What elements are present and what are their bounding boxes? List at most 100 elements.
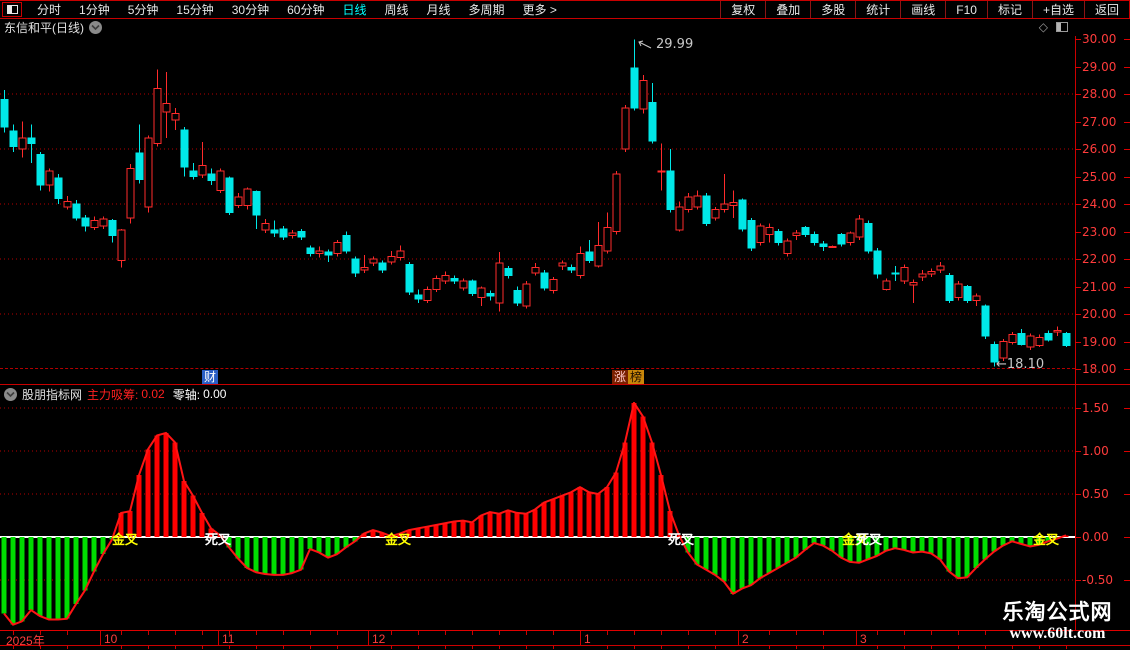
watermark-site-name: 乐淘公式网 (1002, 600, 1113, 624)
toolbar-menu-item[interactable]: +自选 (1031, 1, 1084, 18)
candlestick (468, 279, 477, 297)
toolbar-menu-item[interactable]: 标记 (986, 1, 1032, 18)
price-axis-label: 28.00 (1082, 87, 1117, 101)
histogram-bar (424, 526, 430, 537)
histogram-bar (820, 537, 826, 546)
price-axis-label: 30.00 (1082, 32, 1117, 46)
candlestick (504, 265, 513, 279)
indicator-source[interactable]: 股朋指标网 (22, 387, 83, 402)
candlestick (180, 127, 189, 177)
axis-tick (1075, 121, 1081, 123)
period-menu-item[interactable]: 30分钟 (231, 3, 270, 17)
week-subtick (688, 646, 689, 649)
histogram-bar (352, 537, 358, 542)
indicator-histogram-chart[interactable] (0, 402, 1075, 630)
period-menu-item[interactable]: 1分钟 (79, 3, 110, 17)
candlestick (900, 264, 909, 284)
layout-toggle-button[interactable] (2, 2, 22, 17)
candlestick (1044, 330, 1053, 342)
week-tick (634, 631, 635, 635)
indicator-collapse-button[interactable] (4, 387, 17, 401)
period-menu-item[interactable]: 15分钟 (176, 3, 214, 17)
indicator-header: 股朋指标网 主力吸筹: 0.02 零轴: 0.00 (0, 386, 1130, 402)
week-tick (175, 631, 176, 635)
week-subtick (472, 646, 473, 649)
split-pane-icon[interactable] (1056, 22, 1068, 32)
histogram-bar (964, 537, 970, 578)
candlestick (27, 124, 36, 163)
period-menu-item[interactable]: 分时 (37, 3, 62, 17)
histogram-bar (379, 532, 385, 537)
toolbar-menu-item[interactable]: 叠加 (765, 1, 810, 18)
histogram-bar (865, 537, 871, 560)
week-tick (391, 631, 392, 635)
candlestick (756, 223, 765, 246)
candlestick (432, 275, 441, 292)
toolbar-menu-item[interactable]: 多股 (810, 1, 855, 18)
toolbar-menu-item[interactable]: 复权 (720, 1, 765, 18)
histogram-bar (901, 537, 907, 550)
week-subtick (337, 646, 338, 649)
week-subtick (67, 646, 68, 649)
symbol-dropdown-button[interactable] (89, 21, 102, 34)
histogram-bar (910, 537, 916, 553)
toolbar-menu-item[interactable]: F10 (945, 1, 987, 18)
candlestick (126, 164, 135, 224)
period-menu-item[interactable]: 多周期 (468, 3, 505, 17)
indicator-value: 0.02 (141, 387, 165, 401)
period-menu-item[interactable]: 周线 (384, 3, 409, 17)
histogram-bar (1018, 537, 1024, 544)
histogram-bar (640, 416, 646, 537)
candlestick (477, 286, 486, 306)
histogram-bar (766, 537, 772, 574)
week-subtick (148, 646, 149, 649)
histogram-bar (307, 537, 313, 550)
histogram-bar (172, 442, 178, 537)
toolbar-menu-item[interactable]: 返回 (1083, 1, 1129, 18)
week-subtick (769, 646, 770, 649)
event-marker[interactable]: 财 (202, 370, 219, 384)
candlestick (648, 83, 657, 144)
toolbar-menu-item[interactable]: 画线 (900, 1, 945, 18)
week-subtick (553, 646, 554, 649)
zero-axis-label: 零轴: (172, 387, 201, 402)
title-bar: 东信和平(日线) (0, 19, 1130, 36)
histogram-bar (64, 537, 70, 619)
candlestick (918, 270, 927, 281)
axis-tick (1124, 94, 1130, 95)
week-subtick (310, 646, 311, 649)
diamond-icon[interactable]: ◇ (1038, 20, 1048, 34)
candlestick (936, 261, 945, 273)
candlestick (774, 228, 783, 246)
price-axis-label: 24.00 (1082, 197, 1117, 211)
week-subtick (391, 646, 392, 649)
histogram-bar (739, 537, 745, 589)
candlestick (837, 232, 846, 247)
period-menu-item[interactable]: 日线 (342, 3, 367, 17)
event-marker[interactable]: 榜 (628, 370, 645, 384)
period-menu-item[interactable]: 月线 (426, 3, 451, 17)
candlestick (1035, 334, 1044, 347)
histogram-bar (334, 537, 340, 555)
period-menu-item[interactable]: 更多 > (522, 3, 557, 17)
histogram-bar (460, 520, 466, 537)
histogram-bar (10, 537, 16, 625)
toolbar-menu-item[interactable]: 统计 (855, 1, 900, 18)
period-menu-item[interactable]: 60分钟 (287, 3, 325, 17)
price-axis-label: 26.00 (1082, 142, 1117, 156)
cross-label: 死叉 (205, 532, 232, 547)
week-subtick (715, 646, 716, 649)
event-marker[interactable]: 涨 (612, 370, 629, 384)
histogram-bar (136, 475, 142, 537)
candlestick (495, 252, 504, 312)
main-candlestick-chart[interactable] (0, 36, 1075, 370)
period-menu-item[interactable]: 5分钟 (127, 3, 159, 17)
candlestick (234, 193, 243, 209)
week-subtick (904, 646, 905, 649)
candlestick (9, 124, 18, 152)
axis-tick (1075, 94, 1081, 95)
week-tick (13, 631, 14, 635)
week-tick (526, 631, 527, 635)
candlestick (909, 279, 918, 303)
histogram-bar (55, 537, 61, 620)
